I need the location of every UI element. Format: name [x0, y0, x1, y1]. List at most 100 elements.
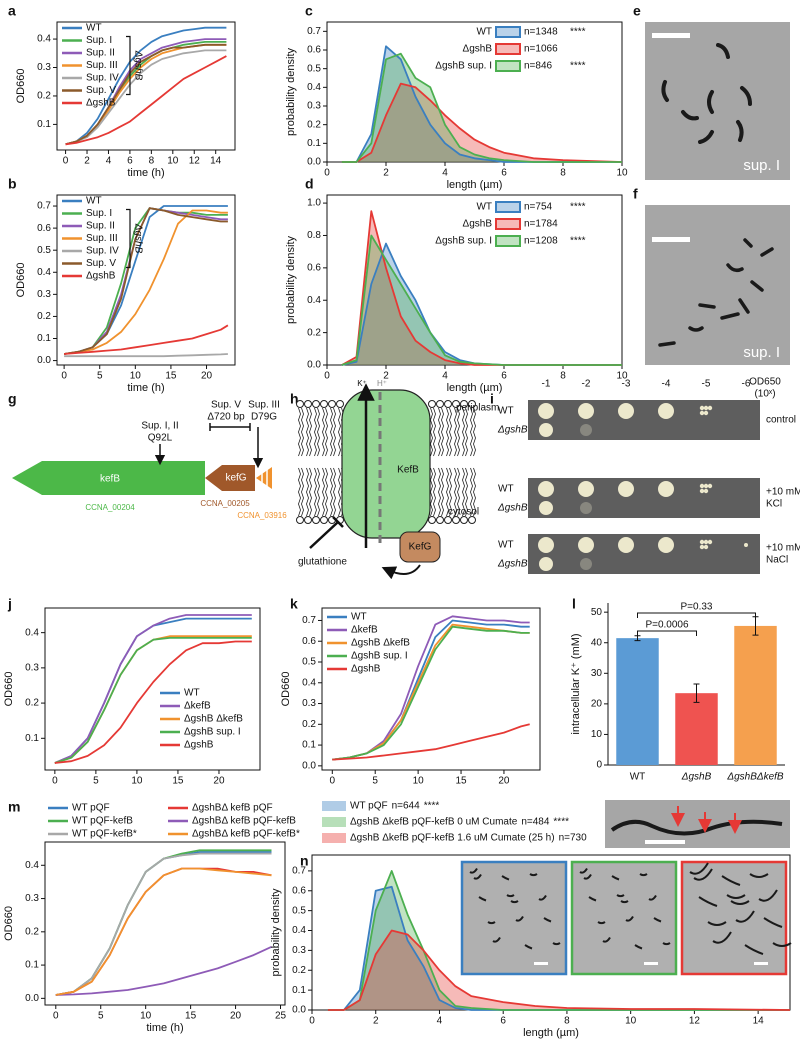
- y-tick-label: 0.4: [37, 267, 51, 278]
- y-axis-label: probability density: [270, 888, 282, 977]
- ion: K⁺: [357, 379, 367, 388]
- spot: [618, 481, 634, 497]
- colony: [707, 539, 713, 545]
- x-tick-label: 10: [625, 1016, 637, 1027]
- y-tick-label: 0.1: [307, 138, 321, 149]
- cell: [772, 942, 792, 947]
- growth-curve: [332, 625, 530, 761]
- colony: [703, 410, 709, 416]
- x-axis-label: length (µm): [447, 382, 503, 394]
- x-axis-label: time (h): [127, 382, 164, 394]
- axis-title: OD650: [749, 377, 781, 388]
- legend-label: Sup. III: [86, 60, 118, 71]
- legend-label: WT: [184, 688, 200, 699]
- cell: [552, 942, 561, 946]
- x-tick-label: 20: [213, 776, 225, 787]
- bar: [616, 638, 659, 765]
- colony: [703, 488, 709, 494]
- density-area: [341, 83, 622, 162]
- plate-strip: [528, 478, 760, 518]
- lipid-head: [320, 516, 328, 524]
- density-area: [327, 870, 790, 1010]
- y-tick-label: 0.2: [37, 91, 51, 102]
- x-tick-label: 4: [437, 1016, 443, 1027]
- legend-swatch: [495, 60, 521, 72]
- locus: CCNA_00204: [85, 503, 135, 512]
- lipid-tail: [430, 407, 436, 457]
- spot: [618, 403, 634, 419]
- x-tick-label: WT: [630, 772, 646, 783]
- legend-swatch: [322, 833, 346, 843]
- x-tick-label: 12: [189, 156, 201, 167]
- legend-label: ΔgshBΔ kefB pQF-kefB*: [192, 829, 300, 840]
- x-tick-label: 10: [130, 371, 142, 382]
- lipid-tail: [430, 467, 436, 517]
- y-tick-label: 0.1: [25, 960, 39, 971]
- strain-label: WT: [498, 540, 514, 551]
- spot: [578, 537, 594, 553]
- regulator: glutathione: [298, 557, 347, 568]
- lipid-head: [436, 516, 444, 524]
- cell: [707, 921, 727, 926]
- x-tick-label: 6: [501, 371, 507, 382]
- axis-title: (10ˣ): [754, 389, 775, 400]
- y-tick-label: 0.7: [292, 866, 306, 877]
- lipid-tail: [330, 467, 336, 517]
- panel-label: l: [572, 596, 576, 612]
- dilution-label: -4: [662, 379, 671, 390]
- legend-label: ΔgshB: [86, 98, 116, 109]
- panel-label: m: [8, 799, 20, 815]
- lipid-head: [460, 400, 468, 408]
- spot: [658, 537, 674, 553]
- density-area: [327, 886, 790, 1010]
- spot: [658, 481, 674, 497]
- density-line: [327, 929, 791, 1011]
- y-tick-label: 0.5: [302, 657, 316, 668]
- y-axis-label: OD660: [280, 672, 292, 707]
- growth-curve: [54, 640, 252, 764]
- legend-n: n=644: [392, 801, 421, 812]
- density-area: [327, 930, 790, 1010]
- y-tick-label: 0.1: [37, 119, 51, 130]
- growth-curve: [65, 49, 227, 146]
- protein: KefG: [409, 542, 432, 553]
- cell: [506, 894, 515, 898]
- plate-strip: [528, 400, 760, 440]
- y-tick-label: 20: [591, 699, 603, 710]
- lipid-tail: [298, 407, 304, 457]
- legend-label: Sup. II: [86, 221, 115, 232]
- y-tick-label: 30: [591, 668, 603, 679]
- spot: [538, 537, 554, 553]
- lipid-head: [312, 400, 320, 408]
- lipid-tail: [438, 407, 444, 457]
- y-tick-label: 0.4: [307, 295, 321, 306]
- legend-swatch: [495, 43, 521, 55]
- y-axis-label: OD660: [3, 672, 15, 707]
- mutation: Sup. III: [248, 400, 280, 411]
- cell: [763, 917, 783, 928]
- legend-n: n=754: [524, 202, 553, 213]
- lipid-tail: [330, 407, 336, 457]
- spot: [538, 481, 554, 497]
- density-line: [341, 210, 622, 366]
- x-tick-label: 10: [167, 156, 179, 167]
- lipid-tail: [314, 407, 320, 457]
- lipid-head: [444, 400, 452, 408]
- growth-curve: [64, 353, 228, 358]
- colony: [707, 405, 713, 411]
- legend-label: ΔgshB ΔkefB: [184, 714, 243, 725]
- x-tick-label: 8: [560, 371, 566, 382]
- axes: [607, 603, 785, 766]
- y-tick-label: 0.7: [37, 201, 51, 212]
- legend-label: WT: [86, 196, 102, 207]
- lipid-tail: [462, 467, 468, 517]
- lipid-tail: [306, 467, 312, 517]
- mutation: Sup. V: [211, 400, 241, 411]
- gene-name: kefG: [225, 473, 246, 484]
- y-tick-label: 50: [591, 607, 603, 618]
- legend-significance: ****: [570, 202, 586, 213]
- cell: [515, 915, 524, 922]
- x-tick-label: 15: [172, 776, 184, 787]
- bar: [734, 625, 777, 765]
- lipid-head: [460, 516, 468, 524]
